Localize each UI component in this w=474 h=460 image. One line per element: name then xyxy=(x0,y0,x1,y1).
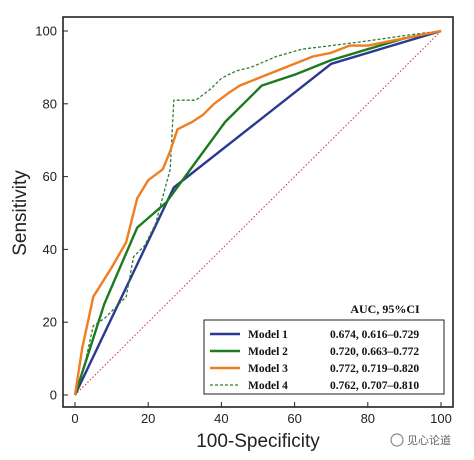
legend-auc-value: 0.762, 0.707–0.810 xyxy=(330,380,419,392)
legend-auc-value: 0.772, 0.719–0.820 xyxy=(330,363,419,375)
y-tick-label: 0 xyxy=(50,388,57,403)
legend-auc-value: 0.674, 0.616–0.729 xyxy=(330,329,419,341)
series-line-model-2 xyxy=(73,29,442,396)
legend-label: Model 3 xyxy=(248,363,288,375)
x-tick-label: 80 xyxy=(361,411,375,426)
ticks-layer: 0 20 40 60 80 100 0 20 40 60 80 100 xyxy=(35,24,452,427)
legend-box xyxy=(203,319,445,395)
watermark-text: 见心论道 xyxy=(407,433,451,447)
chat-bubble-icon xyxy=(390,433,404,447)
plot-border xyxy=(62,16,454,408)
y-axis-title: Sensitivity xyxy=(10,170,31,256)
legend-label: Model 1 xyxy=(248,329,288,341)
y-tick-label: 20 xyxy=(43,315,57,330)
legend: AUC, 95%CI Model 1 0.674, 0.616–0.729 Model… xyxy=(203,302,445,395)
series-line-model-4 xyxy=(74,30,442,396)
legend-header: AUC, 95%CI xyxy=(350,302,420,316)
legend-label: Model 4 xyxy=(248,380,288,392)
y-tick-label: 100 xyxy=(35,24,57,39)
x-tick-label: 100 xyxy=(430,411,452,426)
y-tick-label: 60 xyxy=(43,169,57,184)
series-line-model-1 xyxy=(73,29,442,396)
watermark: 见心论道 xyxy=(390,433,451,447)
x-tick-label: 40 xyxy=(214,411,228,426)
x-tick-label: 60 xyxy=(287,411,301,426)
x-tick-label: 20 xyxy=(141,411,155,426)
legend-label: Model 2 xyxy=(248,346,288,358)
series-layer xyxy=(73,29,442,396)
y-tick-label: 40 xyxy=(43,242,57,257)
series-line-model-3 xyxy=(73,29,442,396)
x-tick-label: 0 xyxy=(71,411,78,426)
legend-auc-value: 0.720, 0.663–0.772 xyxy=(330,346,419,358)
x-axis-title: 100-Specificity xyxy=(196,431,320,452)
plot-frame xyxy=(62,16,454,408)
y-tick-label: 80 xyxy=(43,96,57,111)
